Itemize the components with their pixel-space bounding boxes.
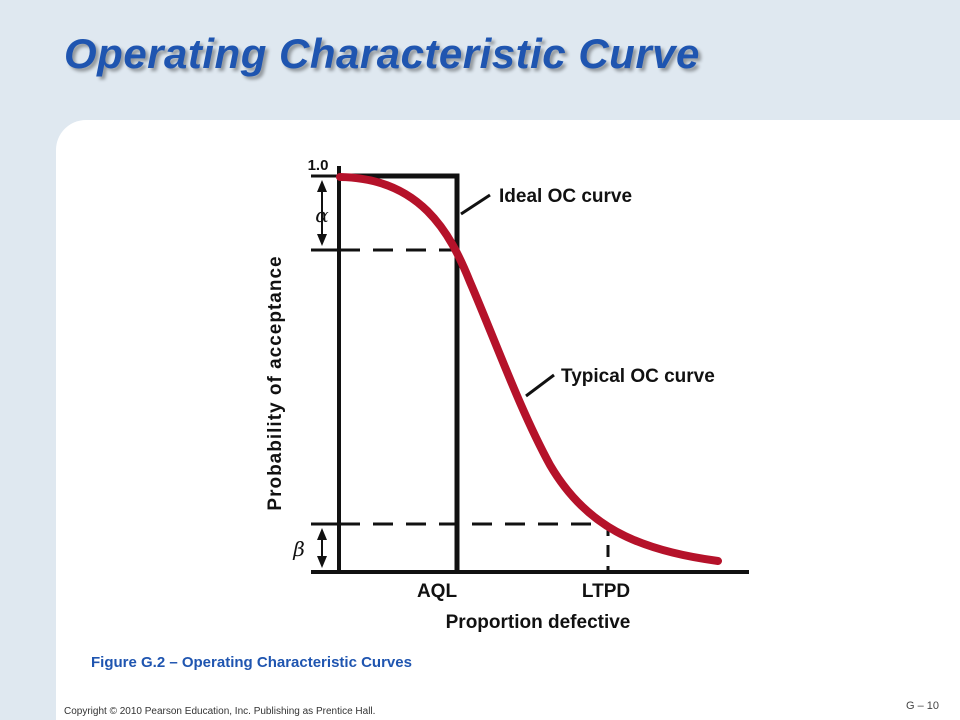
ltpd-label: LTPD <box>582 581 630 602</box>
ideal-curve-leader <box>460 193 491 216</box>
typical-curve-leader <box>525 373 555 398</box>
alpha-symbol: α <box>315 203 329 227</box>
typical-oc-curve <box>336 173 722 565</box>
x-axis-label: Proportion defective <box>446 612 631 633</box>
beta-arrow <box>317 528 327 568</box>
ideal-curve-label: Ideal OC curve <box>499 186 632 207</box>
figure-caption: Figure G.2 – Operating Characteristic Cu… <box>91 654 412 671</box>
content-panel <box>56 120 960 720</box>
beta-symbol: β <box>292 537 305 561</box>
ideal-oc-curve <box>339 173 460 572</box>
slide-title: Operating Characteristic Curve <box>64 30 700 77</box>
copyright-notice: Copyright © 2010 Pearson Education, Inc.… <box>64 706 376 717</box>
alpha-arrow <box>317 180 327 246</box>
typical-curve-label: Typical OC curve <box>561 366 715 387</box>
slide-number: G – 10 <box>906 700 940 712</box>
y-axis-label: Probability of acceptance <box>265 255 286 510</box>
aql-label: AQL <box>417 581 458 602</box>
y-tick-label: 1.0 <box>308 157 329 174</box>
